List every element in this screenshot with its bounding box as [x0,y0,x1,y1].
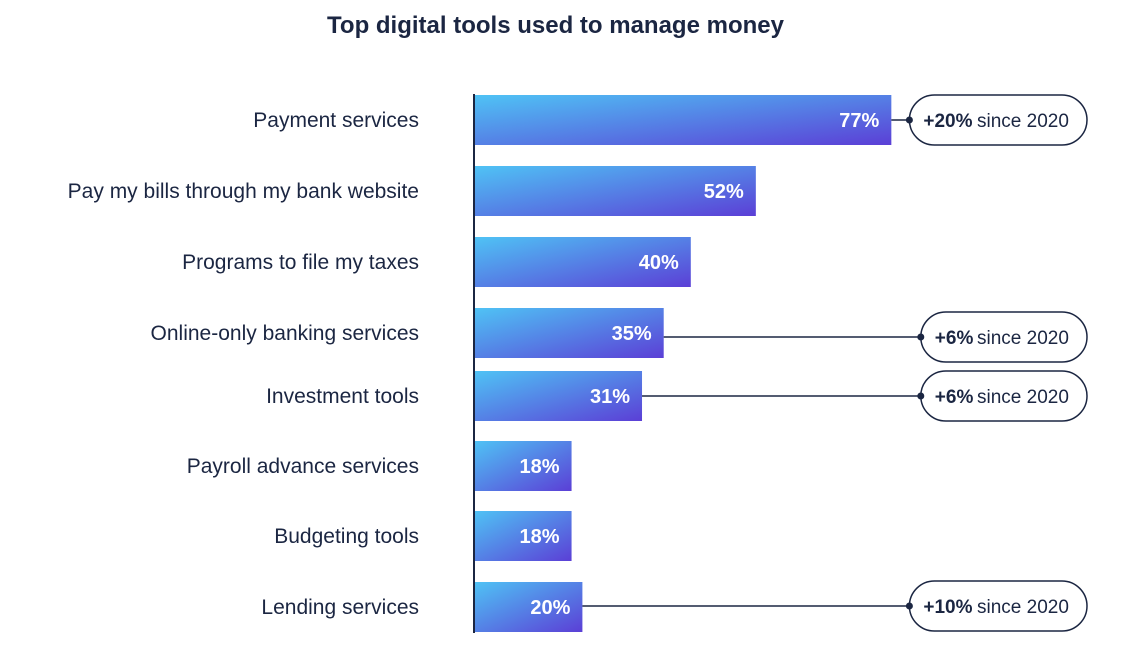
annotation-change: +20% [923,111,972,132]
value-label: 31% [590,386,630,408]
annotation-change: +10% [923,597,972,618]
category-label: Payroll advance services [187,455,419,478]
annotation-dot [917,333,925,341]
value-label: 77% [839,110,879,132]
bar [474,95,892,145]
annotation-text: since 2020 [977,328,1069,349]
annotation-text: since 2020 [977,597,1069,618]
value-label: 20% [530,597,570,619]
bar [474,166,756,216]
annotation-text: since 2020 [977,111,1069,132]
bar [474,371,643,421]
annotation-change: +6% [935,387,974,408]
annotation-dot [917,392,925,400]
chart-title: Top digital tools used to manage money [327,12,784,39]
bar [474,582,583,632]
value-label: 40% [639,252,679,274]
category-label: Pay my bills through my bank website [68,180,419,203]
change-annotation: +20% since 2020 [905,94,1088,146]
annotation-change: +6% [935,328,974,349]
annotation-text: since 2020 [977,387,1069,408]
value-label: 18% [520,526,560,548]
bar [474,237,691,287]
value-label: 18% [520,456,560,478]
bar [474,441,572,491]
category-label: Lending services [261,596,419,619]
annotation-dot [905,116,913,124]
annotation-dot [905,602,913,610]
change-annotation: +6% since 2020 [917,311,1088,363]
value-label: 52% [704,181,744,203]
category-label: Programs to file my taxes [182,251,419,274]
change-annotation: +10% since 2020 [905,580,1088,632]
bar [474,511,572,561]
category-label: Budgeting tools [274,525,419,548]
bar [474,308,664,358]
category-label: Investment tools [266,385,419,408]
change-annotation: +6% since 2020 [917,370,1088,422]
value-label: 35% [612,323,652,345]
category-label: Payment services [253,109,419,132]
category-label: Online-only banking services [151,322,419,345]
